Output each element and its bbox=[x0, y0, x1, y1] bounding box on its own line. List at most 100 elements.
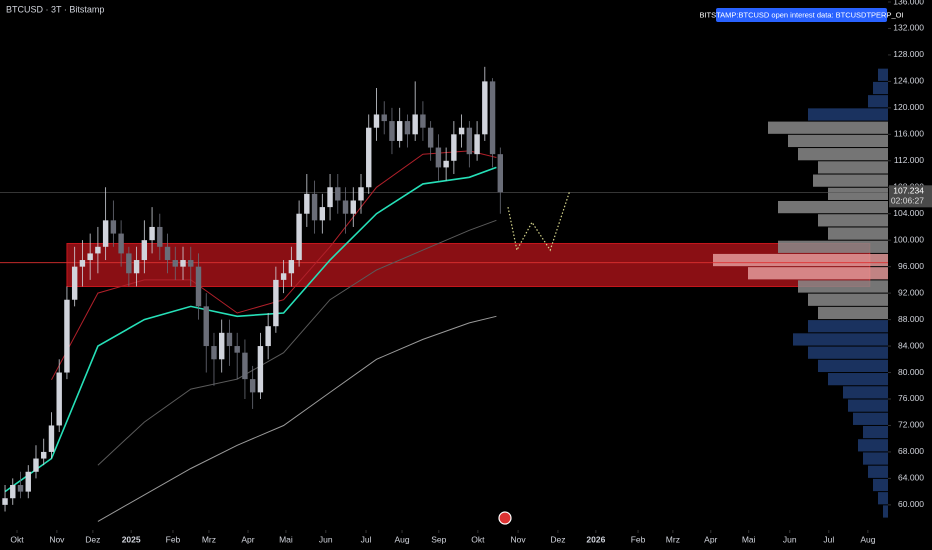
x-tick-label: Aug bbox=[394, 534, 409, 544]
candle-body bbox=[366, 127, 372, 188]
profile-bar bbox=[778, 240, 888, 253]
y-tick-label: 92.000 bbox=[898, 287, 924, 297]
x-tick-label: Mai bbox=[279, 534, 293, 544]
x-tick-label: Mrz bbox=[666, 534, 680, 544]
candle-body bbox=[497, 154, 504, 193]
y-tick-label: 64.000 bbox=[898, 473, 924, 483]
candle-body bbox=[273, 279, 279, 327]
profile-bar bbox=[818, 306, 888, 320]
y-tick-label: 88.000 bbox=[898, 314, 924, 324]
profile-bar bbox=[828, 187, 888, 200]
x-tick-label: Apr bbox=[704, 534, 717, 544]
candle-body bbox=[110, 220, 117, 234]
profile-bar bbox=[778, 200, 888, 214]
profile-bar bbox=[798, 148, 888, 161]
y-tick-label: 72.000 bbox=[898, 420, 924, 430]
profile-bar bbox=[868, 95, 888, 108]
candle-body bbox=[126, 253, 132, 274]
x-tick-label: Mai bbox=[742, 534, 756, 544]
candle-body bbox=[342, 200, 349, 214]
candle-body bbox=[48, 425, 55, 452]
x-tick-label: Nov bbox=[511, 534, 527, 544]
candle-body bbox=[164, 246, 171, 261]
candle-body bbox=[188, 260, 194, 267]
profile-bar bbox=[863, 425, 888, 439]
y-tick-label: 116.000 bbox=[894, 129, 924, 139]
candle-body bbox=[435, 147, 442, 168]
x-tick-label: Mrz bbox=[202, 534, 216, 544]
candle-body bbox=[211, 346, 217, 360]
candle-body bbox=[2, 498, 8, 505]
price-label: 107.234 bbox=[893, 186, 924, 196]
profile-bar bbox=[808, 293, 888, 306]
profile-bar bbox=[808, 346, 888, 359]
price-label-bg bbox=[889, 185, 932, 208]
candle-body bbox=[118, 233, 124, 254]
y-tick-label: 60.000 bbox=[898, 499, 924, 509]
badge-bg bbox=[716, 8, 887, 22]
candle-body bbox=[133, 260, 140, 274]
x-tick-label: Dez bbox=[85, 534, 100, 544]
candle-body bbox=[157, 226, 163, 247]
profile-bar bbox=[828, 227, 888, 240]
y-tick-label: 112.000 bbox=[894, 155, 924, 165]
candle-body bbox=[257, 346, 264, 393]
candle-body bbox=[327, 187, 333, 208]
candle-body bbox=[265, 326, 271, 347]
candle-body bbox=[10, 485, 16, 499]
y-tick-label: 68.000 bbox=[898, 446, 924, 456]
candle-body bbox=[180, 260, 186, 267]
x-tick-label: Okt bbox=[471, 534, 485, 544]
event-flag[interactable] bbox=[498, 511, 512, 525]
profile-bar bbox=[818, 359, 888, 373]
profile-bar bbox=[768, 121, 888, 134]
countdown: 02:06:27 bbox=[891, 196, 924, 206]
candle-body bbox=[420, 114, 426, 128]
candle-body bbox=[482, 81, 488, 135]
x-tick-label: Dez bbox=[550, 534, 565, 544]
y-tick-label: 132.000 bbox=[893, 23, 924, 33]
profile-bar bbox=[808, 108, 888, 121]
candle-body bbox=[41, 451, 47, 459]
y-tick-label: 100.000 bbox=[893, 234, 924, 244]
candle-body bbox=[280, 273, 287, 280]
candle-body bbox=[350, 200, 356, 214]
x-tick-label: Jun bbox=[783, 534, 797, 544]
profile-bar bbox=[788, 134, 888, 148]
candle-body bbox=[249, 379, 256, 393]
profile-bar bbox=[843, 386, 888, 399]
profile-bar bbox=[848, 399, 888, 412]
chart-title: BTCUSD · 3T · Bitstamp bbox=[6, 4, 104, 14]
x-tick-label: Apr bbox=[241, 534, 254, 544]
x-tick-label: Jul bbox=[361, 534, 372, 544]
profile-bar bbox=[858, 439, 888, 452]
candle-body bbox=[412, 114, 418, 135]
candle-body bbox=[203, 306, 209, 347]
x-tick-label: Aug bbox=[860, 534, 875, 544]
candle-body bbox=[311, 193, 318, 221]
profile-bar bbox=[818, 214, 888, 227]
profile-bar bbox=[793, 333, 888, 346]
candle-body bbox=[451, 134, 457, 161]
candle-body bbox=[458, 127, 465, 135]
y-tick-label: 104.000 bbox=[893, 208, 924, 218]
candle-body bbox=[71, 266, 78, 300]
moving-average bbox=[97, 219, 497, 466]
profile-bar bbox=[873, 81, 888, 95]
x-tick-label: Nov bbox=[49, 534, 65, 544]
candle-body bbox=[95, 246, 101, 254]
candle-body bbox=[427, 127, 434, 148]
candle-body bbox=[87, 253, 93, 261]
profile-bar bbox=[813, 174, 888, 187]
candle-body bbox=[474, 134, 480, 155]
candle-body bbox=[33, 458, 39, 472]
candle-body bbox=[396, 121, 403, 141]
candle-body bbox=[102, 220, 109, 247]
x-tick-label: Jun bbox=[319, 534, 333, 544]
profile-bar bbox=[883, 505, 888, 518]
x-tick-label: Jul bbox=[823, 534, 834, 544]
candle-body bbox=[141, 240, 148, 261]
candle-body bbox=[466, 127, 473, 155]
y-tick-label: 84.000 bbox=[898, 340, 924, 350]
